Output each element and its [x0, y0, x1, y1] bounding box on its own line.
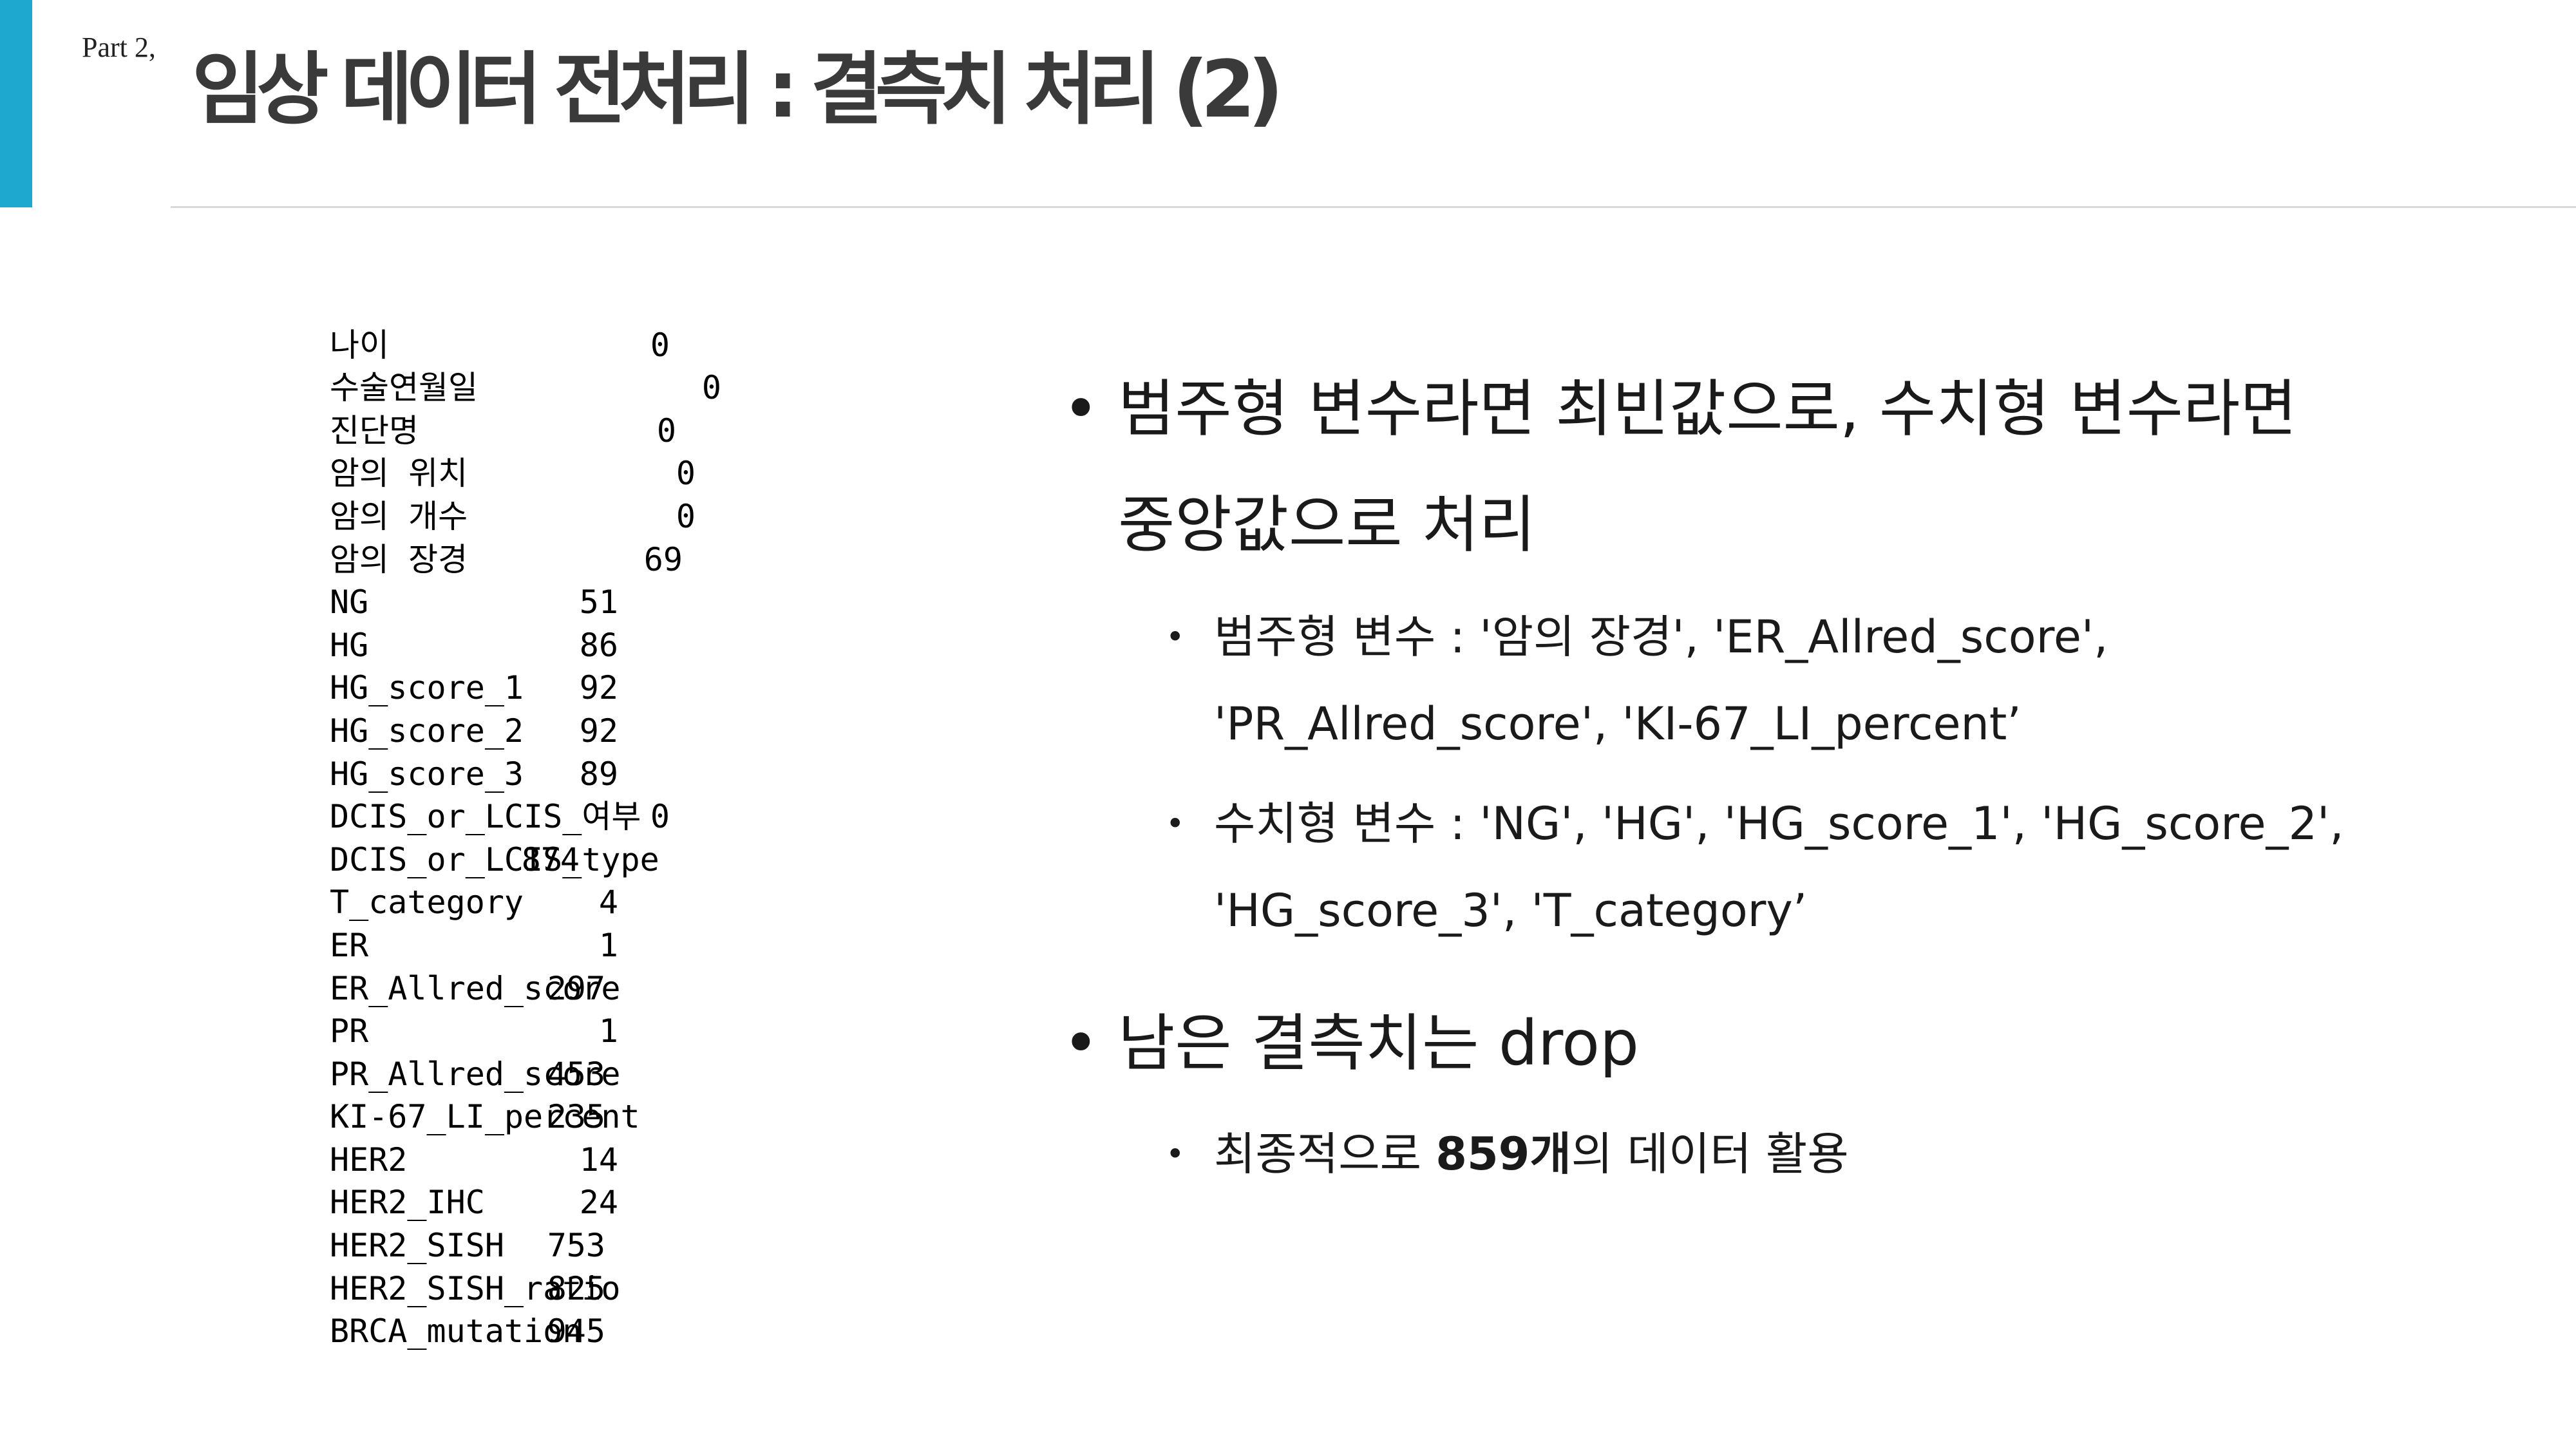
missing-count: 297	[547, 969, 605, 1007]
table-row: BRCA_mutation 945	[330, 1309, 896, 1352]
column-name: HG_score_1	[330, 669, 524, 707]
bullet-text: 범주형 변수라면 최빈값으로, 수치형 변수라면	[1118, 373, 2297, 445]
column-name: DCIS_or_LCIS_type	[330, 840, 659, 878]
missing-count: 1	[598, 926, 618, 964]
column-name: 진단명	[330, 412, 419, 450]
missing-count: 92	[579, 669, 618, 707]
missing-count: 1	[598, 1012, 618, 1050]
missing-count: 4	[598, 884, 618, 922]
table-row: 수술연월일 0	[330, 365, 896, 408]
missing-count: 69	[643, 540, 683, 578]
table-row: HG 86	[330, 622, 896, 665]
sub-bullet-text: 'HG_score_3', 'T_category’	[1214, 884, 1808, 937]
sub-bullet-text: 수치형 변수 : 'NG', 'HG', 'HG_score_1', 'HG_s…	[1214, 797, 2344, 850]
column-name: ER_Allred_score	[330, 969, 621, 1007]
part-label: Part 2,	[82, 32, 156, 63]
column-name: ER	[330, 926, 369, 964]
sub-bullet-dot: •	[1166, 1135, 1185, 1173]
table-row: HG_score_3 89	[330, 751, 896, 794]
missing-count: 89	[579, 755, 618, 793]
column-name: T_category	[330, 884, 524, 922]
column-name: 암의 장경	[330, 540, 468, 578]
column-name: HER2	[330, 1141, 408, 1179]
title-divider	[171, 206, 2576, 208]
table-row: PR 1	[330, 1009, 896, 1052]
final-count-value: 859개	[1435, 1128, 1571, 1180]
table-row: ER 1	[330, 922, 896, 965]
column-name: 나이	[330, 326, 389, 364]
missing-count: 0	[676, 497, 696, 535]
table-row: HER2_SISH 753	[330, 1222, 896, 1265]
missing-count: 874	[521, 840, 580, 878]
column-name: NG	[330, 583, 369, 621]
column-name: HG	[330, 626, 369, 664]
sub-bullet-dot: •	[1166, 805, 1185, 842]
table-row: 나이 0	[330, 322, 896, 365]
column-name: HG_score_3	[330, 755, 524, 793]
missing-count: 24	[579, 1184, 618, 1222]
missing-count: 0	[656, 412, 676, 450]
table-row: NG 51	[330, 580, 896, 623]
page-title: 임상 데이터 전처리 : 결측치 처리 (2)	[192, 44, 1283, 135]
missing-count: 0	[650, 326, 670, 364]
bullet-dot: •	[1063, 373, 1099, 445]
table-row: HER2_IHC 24	[330, 1180, 896, 1223]
column-name: BRCA_mutation	[330, 1312, 582, 1350]
missing-count: 753	[547, 1227, 605, 1265]
missing-count: 0	[676, 455, 696, 493]
column-name: HER2_SISH	[330, 1227, 504, 1265]
column-name: 수술연월일	[330, 369, 478, 407]
column-name: HER2_IHC	[330, 1184, 485, 1222]
table-row: ER_Allred_score 297	[330, 965, 896, 1009]
missing-count: 0	[650, 798, 670, 836]
table-row: HER2 14	[330, 1137, 896, 1180]
missing-count: 92	[579, 712, 618, 750]
final-count-suffix: 의 데이터 활용	[1571, 1128, 1849, 1180]
table-row: DCIS_or_LCIS_여부 0	[330, 794, 896, 837]
missing-count-table: 나이 0 수술연월일 0 진단명 0 암의 위치 0 암의 개수 0 암의 장경 69 NG 51 HG 86…	[330, 322, 896, 1351]
column-name: PR	[330, 1012, 369, 1050]
column-name: HER2_SISH_ratio	[330, 1269, 621, 1307]
sub-bullet-text: 최종적으로 859개의 데이터 활용	[1214, 1111, 1849, 1198]
sub-bullet-text: 'PR_Allred_score', 'KI-67_LI_percent’	[1214, 697, 2022, 750]
missing-count: 453	[547, 1055, 605, 1093]
bullet-dot: •	[1063, 1007, 1099, 1079]
missing-count: 945	[547, 1312, 605, 1350]
column-name: PR_Allred_score	[330, 1055, 621, 1093]
missing-count: 14	[579, 1141, 618, 1179]
bullet-text: 남은 결측치는 drop	[1118, 1007, 1639, 1079]
bullet-text: 중앙값으로 처리	[1118, 489, 1536, 561]
sub-bullet-dot: •	[1166, 618, 1185, 656]
final-count-prefix: 최종적으로	[1214, 1128, 1436, 1180]
table-row: PR_Allred_score 453	[330, 1051, 896, 1094]
table-row: HG_score_1 92	[330, 665, 896, 708]
missing-count: 235	[547, 1098, 605, 1136]
table-row: 암의 위치 0	[330, 451, 896, 494]
missing-count: 0	[701, 369, 721, 407]
column-name: HG_score_2	[330, 712, 524, 750]
missing-count: 51	[579, 583, 618, 621]
table-row: KI-67_LI_percent 235	[330, 1094, 896, 1137]
missing-count: 825	[547, 1269, 605, 1307]
table-row: T_category 4	[330, 880, 896, 923]
table-row: DCIS_or_LCIS_type 874	[330, 837, 896, 880]
column-name: DCIS_or_LCIS_여부	[330, 798, 641, 836]
column-name: 암의 개수	[330, 497, 468, 535]
column-name: 암의 위치	[330, 455, 468, 493]
missing-count: 86	[579, 626, 618, 664]
table-row: HER2_SISH_ratio 825	[330, 1265, 896, 1309]
table-row: HG_score_2 92	[330, 708, 896, 751]
table-row: 진단명 0	[330, 408, 896, 451]
accent-bar	[0, 0, 32, 207]
table-row: 암의 개수 0	[330, 493, 896, 536]
column-name: KI-67_LI_percent	[330, 1098, 640, 1136]
sub-bullet-text: 범주형 변수 : '암의 장경', 'ER_Allred_score',	[1214, 611, 2108, 663]
table-row: 암의 장경 69	[330, 536, 896, 580]
